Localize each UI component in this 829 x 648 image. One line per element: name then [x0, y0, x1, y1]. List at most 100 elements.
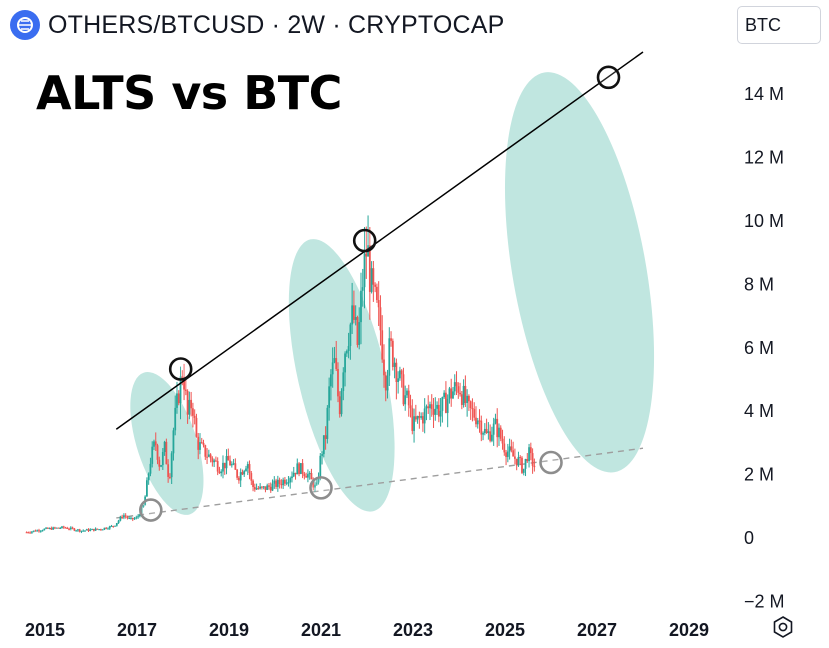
candle	[170, 451, 173, 484]
candle	[319, 452, 322, 481]
candle	[82, 529, 85, 532]
candle	[280, 479, 283, 489]
bottom-marker-2	[309, 476, 333, 500]
support-trendline[interactable]	[116, 447, 644, 519]
candle	[446, 394, 449, 428]
candle	[406, 388, 408, 399]
candle	[487, 422, 490, 440]
candle	[48, 527, 51, 530]
candle	[368, 227, 371, 320]
candle	[422, 412, 424, 432]
candle	[376, 283, 378, 303]
candle	[151, 441, 154, 468]
y-tick-label: 10 M	[744, 211, 784, 231]
candle	[269, 482, 272, 493]
candle	[510, 439, 513, 453]
candle	[193, 409, 196, 425]
candle	[353, 290, 355, 324]
chart-header: OTHERS/BTCUSD · 2W · CRYPTOCAP	[10, 8, 505, 42]
candle	[285, 479, 288, 486]
candle	[358, 307, 361, 350]
candle	[437, 398, 440, 423]
candle	[462, 379, 465, 408]
candle	[184, 378, 187, 396]
candle	[36, 529, 39, 532]
candle	[169, 473, 171, 480]
x-tick-label: 2017	[117, 620, 157, 640]
candle	[381, 315, 384, 363]
candle	[294, 472, 297, 480]
symbol-title[interactable]: OTHERS/BTCUSD · 2W · CRYPTOCAP	[48, 10, 505, 39]
candle	[165, 438, 168, 465]
candle	[430, 394, 433, 417]
candle	[43, 528, 46, 531]
resistance-trendline[interactable]	[115, 51, 644, 430]
candle	[211, 456, 214, 467]
currency-button[interactable]: BTC	[737, 6, 821, 44]
candle	[411, 399, 414, 435]
candle	[310, 468, 313, 480]
x-tick-label: 2021	[301, 620, 341, 640]
candle	[174, 395, 177, 436]
candle	[108, 525, 111, 530]
candle	[349, 322, 352, 360]
candle	[222, 455, 224, 479]
candle	[248, 460, 251, 480]
candle	[402, 367, 405, 407]
candle	[305, 472, 308, 478]
candle	[475, 406, 477, 428]
x-tick-label: 2027	[577, 620, 617, 640]
candle	[337, 362, 339, 403]
candle	[342, 367, 345, 401]
candle	[227, 448, 230, 461]
candle	[397, 371, 400, 394]
candle	[506, 443, 509, 463]
candle	[39, 530, 42, 533]
candle	[483, 423, 486, 436]
candle	[206, 448, 208, 465]
candle	[363, 227, 366, 309]
candle	[492, 417, 495, 446]
candle	[68, 527, 70, 531]
candle	[167, 459, 170, 483]
candle	[322, 435, 325, 458]
candle	[29, 531, 32, 534]
candle	[135, 515, 138, 520]
candle	[243, 469, 246, 477]
candle	[482, 431, 484, 441]
candle	[133, 517, 136, 520]
candle	[328, 377, 331, 421]
candle	[123, 513, 125, 520]
candle	[526, 453, 529, 463]
candle	[388, 327, 391, 387]
candle	[515, 458, 518, 471]
candle	[372, 260, 375, 302]
x-tick-label: 2023	[393, 620, 433, 640]
candle	[96, 528, 99, 530]
candle	[215, 456, 217, 462]
candle	[257, 486, 260, 490]
candle	[124, 513, 127, 519]
candle	[505, 449, 507, 466]
highlight-ellipse-2	[288, 239, 395, 512]
candle	[130, 516, 132, 520]
candle	[393, 357, 396, 379]
candle	[261, 486, 263, 490]
candle	[146, 477, 148, 497]
candle	[117, 519, 120, 524]
y-tick-label: 0	[744, 528, 754, 548]
candle	[418, 411, 421, 429]
settings-icon[interactable]	[770, 614, 796, 640]
bottom-marker-1	[139, 498, 163, 522]
candle	[172, 427, 175, 461]
candle	[131, 517, 134, 522]
candle	[503, 436, 506, 456]
peak-marker-2	[352, 228, 377, 253]
candle	[253, 483, 256, 492]
x-tick-label: 2019	[209, 620, 249, 640]
candle	[276, 475, 279, 492]
y-tick-label: 12 M	[744, 148, 784, 168]
y-tick-label: 4 M	[744, 401, 774, 421]
candle	[374, 282, 377, 293]
